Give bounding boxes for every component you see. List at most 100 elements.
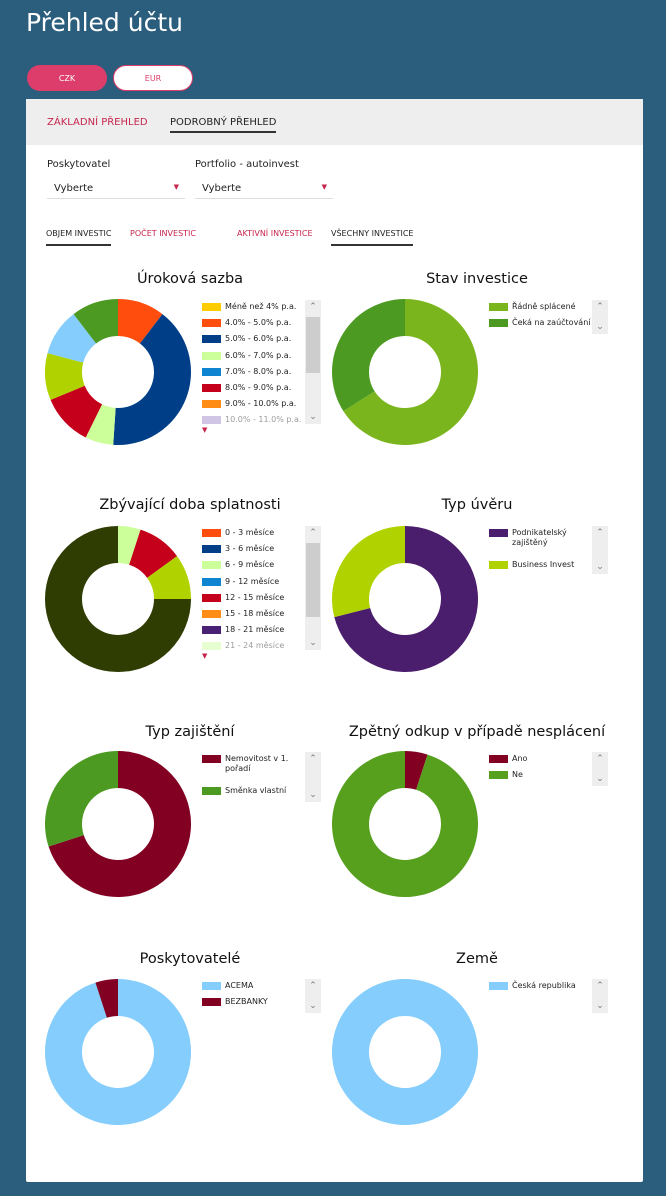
chevron-down-icon[interactable]: ⌄ [596, 774, 604, 784]
legend-more-arrow-icon[interactable]: ▼ [202, 426, 208, 434]
slice-podnikatelsky-zajisteny[interactable] [334, 526, 478, 672]
legend-item[interactable]: Nemovitost v 1. pořadí [202, 754, 322, 786]
legend-scrollbar[interactable]: ⌃ ⌄ [305, 752, 321, 802]
tab-all-investments[interactable]: VŠECHNY INVESTICE [331, 229, 414, 246]
slice-8-0-9-0-p-a[interactable] [50, 385, 103, 438]
chevron-up-icon[interactable]: ⌃ [309, 528, 317, 538]
chevron-down-icon[interactable]: ⌄ [309, 638, 317, 648]
legend-more-arrow-icon[interactable]: ▼ [202, 652, 208, 660]
chevron-up-icon[interactable]: ⌃ [309, 754, 317, 764]
scrollbar-thumb[interactable] [306, 317, 320, 373]
donut-chart-zeme [332, 979, 478, 1125]
legend-item[interactable]: 15 - 18 měsíce [202, 609, 322, 625]
legend-item[interactable]: 3 - 6 měsíce [202, 544, 322, 560]
slice-smenka-vlastni[interactable] [45, 751, 118, 847]
slice-unlabeled-8[interactable] [147, 556, 191, 599]
legend-item[interactable]: BEZBANKY [202, 997, 322, 1013]
legend-item[interactable]: Ne [489, 770, 609, 786]
slice-ano[interactable] [405, 751, 428, 790]
slice-4-0-5-0-p-a[interactable] [118, 299, 163, 344]
scrollbar-thumb[interactable] [306, 543, 320, 617]
legend-item[interactable]: 18 - 21 měsíce [202, 625, 322, 641]
slice-acema[interactable] [45, 979, 191, 1125]
slice-unlabeled-9[interactable] [45, 526, 191, 672]
legend-item[interactable]: 6.0% - 7.0% p.a. [202, 351, 322, 367]
legend-item[interactable]: Čeká na zaúčtování [489, 318, 609, 334]
chevron-down-icon[interactable]: ⌄ [596, 562, 604, 572]
legend-scrollbar[interactable]: ⌃ ⌄ [592, 300, 608, 334]
legend-swatch [202, 577, 221, 586]
chevron-up-icon[interactable]: ⌃ [596, 981, 604, 991]
legend-scrollbar[interactable]: ⌃ ⌄ [592, 752, 608, 786]
legend-item[interactable]: Směnka vlastní [202, 786, 322, 802]
tab-count-investments[interactable]: POČET INVESTIC [130, 229, 196, 238]
chevron-up-icon[interactable]: ⌃ [596, 528, 604, 538]
slice-12-15-mesice[interactable] [129, 529, 178, 578]
slice-radne-splacene[interactable] [343, 299, 478, 445]
legend-item[interactable]: Méně než 4% p.a. [202, 302, 322, 318]
legend-item[interactable]: 10.0% - 11.0% p.a. [202, 415, 322, 431]
legend-item[interactable]: 4.0% - 5.0% p.a. [202, 318, 322, 334]
chevron-down-icon[interactable]: ⌄ [309, 790, 317, 800]
slice-unlabeled-10[interactable] [73, 299, 118, 344]
legend-item[interactable]: 0 - 3 měsíce [202, 528, 322, 544]
legend-swatch [489, 319, 508, 328]
tab-volume-investments[interactable]: OBJEM INVESTIC [46, 229, 112, 246]
provider-select-value: Vyberte [54, 183, 94, 194]
legend-item[interactable]: ACEMA [202, 981, 322, 997]
legend-scrollbar[interactable]: ⌃ ⌄ [305, 979, 321, 1013]
legend-scrollbar[interactable]: ⌃ ⌄ [592, 979, 608, 1013]
legend-scrollbar[interactable]: ⌃ ⌄ [305, 300, 321, 424]
slice-5-0-6-0-p-a[interactable] [113, 314, 191, 445]
legend-scrollbar[interactable]: ⌃ ⌄ [305, 526, 321, 650]
legend-item[interactable]: 5.0% - 6.0% p.a. [202, 334, 322, 350]
slice-ne[interactable] [332, 751, 478, 897]
slice-bezbanky[interactable] [95, 979, 118, 1018]
slice-6-9-mesice[interactable] [118, 526, 141, 565]
legend-label: 12 - 15 měsíce [225, 592, 285, 602]
slice-6-0-7-0-p-a[interactable] [85, 404, 116, 445]
legend-item[interactable]: 6 - 9 měsíce [202, 560, 322, 576]
legend-item[interactable]: 21 - 24 měsíce [202, 641, 322, 657]
legend-label: Nemovitost v 1. pořadí [225, 754, 289, 773]
legend-item[interactable]: 9 - 12 měsíce [202, 577, 322, 593]
legend-item[interactable]: Podnikatelský zajištěný [489, 528, 609, 560]
legend-item[interactable]: Business Invest [489, 560, 609, 592]
tab-active-investments[interactable]: AKTIVNÍ INVESTICE [237, 229, 313, 238]
legend-item[interactable]: 8.0% - 9.0% p.a. [202, 383, 322, 399]
legend-label: Česká republika [512, 981, 576, 990]
chevron-up-icon[interactable]: ⌃ [596, 302, 604, 312]
legend-item[interactable]: 12 - 15 měsíce [202, 593, 322, 609]
chevron-up-icon[interactable]: ⌃ [596, 754, 604, 764]
chevron-down-icon: ▼ [321, 183, 327, 191]
slice-ceska-republika[interactable] [332, 979, 478, 1125]
portfolio-select-value: Vyberte [202, 183, 242, 194]
slice-unlabeled-9[interactable] [47, 314, 97, 363]
legend-label: 0 - 3 měsíce [225, 528, 275, 537]
currency-eur-button[interactable]: EUR [113, 65, 193, 91]
chevron-down-icon[interactable]: ⌄ [309, 1001, 317, 1011]
slice-ceka-na-zauctovani[interactable] [332, 299, 405, 412]
slice-nemovitost-v-1-poradi[interactable] [48, 751, 191, 897]
chevron-up-icon[interactable]: ⌃ [309, 302, 317, 312]
chevron-up-icon[interactable]: ⌃ [309, 981, 317, 991]
slice-business-invest[interactable] [332, 526, 405, 618]
slice-unlabeled-8[interactable] [45, 353, 85, 400]
chevron-down-icon[interactable]: ⌄ [309, 412, 317, 422]
chevron-down-icon[interactable]: ⌄ [596, 1001, 604, 1011]
donut-chart-typ-zajisteni [45, 751, 191, 897]
tab-detailed-overview[interactable]: PODROBNÝ PŘEHLED [170, 117, 277, 133]
legend-item[interactable]: 9.0% - 10.0% p.a. [202, 399, 322, 415]
provider-select[interactable]: Vyberte ▼ [47, 177, 185, 199]
legend-item[interactable]: Česká republika [489, 981, 609, 997]
portfolio-select[interactable]: Vyberte ▼ [195, 177, 333, 199]
legend-item[interactable]: 7.0% - 8.0% p.a. [202, 367, 322, 383]
donut-chart-poskytovatele [45, 979, 191, 1125]
legend-item[interactable]: Ano [489, 754, 609, 770]
currency-czk-button[interactable]: CZK [27, 65, 107, 91]
chevron-down-icon[interactable]: ⌄ [596, 322, 604, 332]
legend-scrollbar[interactable]: ⌃ ⌄ [592, 526, 608, 574]
legend-item[interactable]: Řádně splácené [489, 302, 609, 318]
chart-title-zeme: Země [456, 951, 498, 967]
tab-basic-overview[interactable]: ZÁKLADNÍ PŘEHLED [47, 117, 148, 128]
